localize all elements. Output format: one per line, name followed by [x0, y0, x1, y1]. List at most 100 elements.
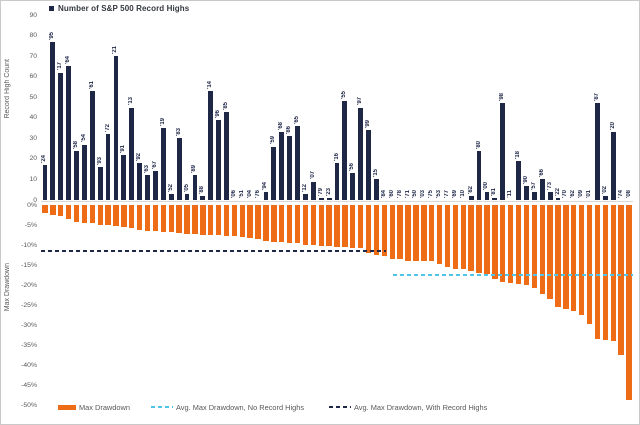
record-high-bar	[153, 171, 158, 200]
drawdown-bar	[500, 205, 506, 283]
year-label: '80	[475, 140, 482, 149]
year-label: '04	[246, 189, 253, 198]
max-drawdown-swatch-icon	[58, 404, 76, 410]
record-high-bar	[531, 191, 537, 200]
drawdown-bar	[507, 205, 514, 283]
year-label: '98	[499, 93, 506, 102]
year-label: '64	[65, 56, 72, 65]
year-label: '99	[365, 120, 372, 129]
year-label: '05	[183, 183, 190, 192]
drawdown-bar	[81, 205, 88, 223]
drawdown-bar	[286, 205, 293, 243]
record-high-bar	[468, 195, 474, 200]
drawdown-bar	[578, 205, 585, 316]
drawdown-bar	[160, 205, 167, 233]
avg-line-with-record-highs	[41, 250, 387, 252]
year-label: '87	[593, 93, 600, 102]
year-label: '69	[451, 189, 458, 198]
year-label: '52	[167, 183, 174, 192]
year-label: '68	[278, 122, 285, 131]
drawdown-bar	[239, 205, 245, 238]
year-label: '84	[380, 189, 387, 198]
record-high-tick-label: 30	[29, 134, 37, 142]
record-high-bar	[263, 191, 269, 200]
year-label: '57	[530, 181, 537, 190]
year-label: '71	[404, 189, 411, 198]
drawdown-bar	[413, 205, 419, 261]
record-high-bar	[50, 41, 56, 200]
legend-label: Avg. Max Drawdown, With Record Highs	[354, 402, 488, 412]
drawdown-bar	[610, 205, 616, 341]
year-label: '56	[349, 163, 356, 172]
drawdown-bar	[429, 205, 435, 262]
drawdown-bar	[444, 205, 451, 268]
year-label: '20	[609, 122, 616, 131]
record-high-bar	[184, 193, 190, 200]
drawdown-bar	[215, 205, 222, 236]
record-highs-series-legend: Number of S&P 500 Record Highs	[49, 4, 189, 13]
year-label: '70	[562, 189, 569, 198]
year-label: '94	[262, 181, 269, 190]
drawdown-bar	[247, 205, 253, 238]
legend-item-avg-no-record-highs: Avg. Max Drawdown, No Record Highs	[151, 402, 304, 412]
record-high-tick-label: 40	[29, 114, 37, 122]
year-label: '21	[112, 46, 119, 55]
year-label: '50	[412, 189, 419, 198]
drawdown-bar	[373, 205, 380, 255]
drawdown-bar	[144, 205, 151, 231]
record-high-bar	[326, 197, 332, 200]
drawdown-bar	[200, 205, 206, 235]
year-label: '51	[238, 189, 245, 198]
year-label: '16	[333, 152, 340, 161]
year-label: '09	[578, 189, 585, 198]
drawdown-bar	[468, 205, 474, 272]
record-high-bar	[374, 179, 379, 200]
year-label: '02	[601, 185, 608, 194]
record-high-tick-label: 60	[29, 73, 37, 81]
year-label: '55	[341, 91, 348, 100]
drawdown-bar	[626, 205, 632, 401]
drawdown-bar	[342, 205, 348, 248]
drawdown-bar	[594, 205, 601, 339]
year-label: '67	[151, 161, 158, 170]
year-label: '54	[80, 134, 87, 143]
drawdown-bar	[279, 205, 285, 243]
record-high-bar	[555, 197, 561, 200]
year-label: '82	[467, 185, 474, 194]
drawdown-tick-label: -5%	[24, 221, 37, 229]
drawdown-bar	[397, 205, 403, 260]
record-high-bar	[492, 197, 498, 200]
record-high-bar	[358, 107, 364, 200]
record-high-bar	[192, 175, 198, 200]
record-high-bar	[334, 163, 340, 200]
record-high-bar	[129, 107, 135, 200]
record-high-bar	[200, 195, 206, 200]
record-high-tick-label: 0	[33, 196, 37, 204]
record-high-bar	[224, 111, 229, 200]
year-label: '14	[207, 80, 214, 90]
record-high-bar	[66, 66, 72, 200]
year-label: '92	[136, 152, 143, 161]
drawdown-bar	[405, 205, 411, 261]
record-highs-legend-marker-icon	[49, 6, 54, 11]
record-high-bar	[42, 165, 48, 200]
cyan-dashed-line-icon	[151, 406, 173, 408]
year-label: '65	[294, 115, 301, 124]
drawdown-bar	[121, 205, 127, 228]
drawdown-bar	[42, 205, 48, 213]
drawdown-bar	[539, 205, 545, 294]
avg-line-no-record-highs	[393, 274, 633, 276]
record-high-bar	[484, 191, 490, 200]
drawdown-bar	[381, 205, 388, 256]
shared-x-axis-line	[41, 201, 633, 202]
drawdown-bar	[310, 205, 316, 246]
year-label: '97	[357, 97, 364, 106]
drawdown-bar	[223, 205, 230, 236]
drawdown-bar	[255, 205, 261, 239]
record-high-tick-label: 70	[29, 52, 37, 60]
year-label: '86	[286, 126, 293, 135]
record-high-bar	[310, 181, 316, 200]
year-label: '62	[570, 189, 577, 198]
year-label: '03	[420, 189, 427, 198]
drawdown-bar	[129, 205, 135, 229]
